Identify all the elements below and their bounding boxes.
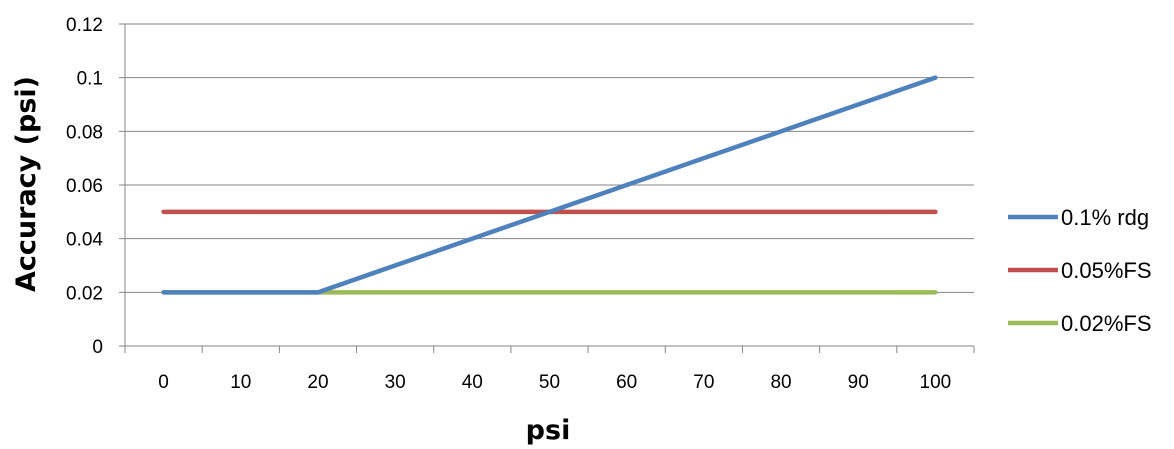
y-tick-label: 0.08	[66, 122, 103, 143]
x-tick-label: 0	[158, 372, 169, 393]
x-tick-label: 60	[616, 372, 637, 393]
series-lines	[161, 75, 938, 295]
x-tick-label: 50	[539, 372, 560, 393]
x-axis	[124, 24, 974, 347]
y-tick-label: 0.04	[66, 230, 103, 251]
y-axis-ticks: 0 0.02 0.04 0.06 0.08 0.1 0.12	[66, 15, 125, 358]
y-tick-label: 0.06	[66, 176, 103, 197]
y-tick-label: 0.1	[77, 69, 103, 90]
legend-entry: 0.1% rdg	[1061, 205, 1149, 230]
x-axis-title: psi	[526, 415, 571, 446]
x-tick-label: 10	[230, 372, 251, 393]
series-line	[161, 75, 938, 295]
x-tick-label: 40	[462, 372, 483, 393]
x-tick-label: 30	[385, 372, 406, 393]
y-axis-title: Accuracy (psi)	[11, 76, 42, 292]
legend-entry: 0.05%FS	[1061, 258, 1152, 283]
x-tick-label: 20	[307, 372, 328, 393]
y-tick-label: 0.02	[66, 283, 103, 304]
y-tick-label: 0.12	[66, 15, 103, 36]
legend-entry: 0.02%FS	[1061, 311, 1152, 336]
x-tick-label: 80	[770, 372, 791, 393]
y-tick-label: 0	[92, 337, 103, 358]
x-tick-label: 100	[920, 372, 952, 393]
gridlines	[125, 23, 974, 293]
x-tick-label: 70	[693, 372, 714, 393]
legend: 0.1% rdg 0.05%FS 0.02%FS	[1008, 205, 1152, 336]
x-axis-ticks: 0 10 20 30 40 50 60 70 80 90 100	[124, 346, 975, 393]
x-tick-label: 90	[848, 372, 869, 393]
